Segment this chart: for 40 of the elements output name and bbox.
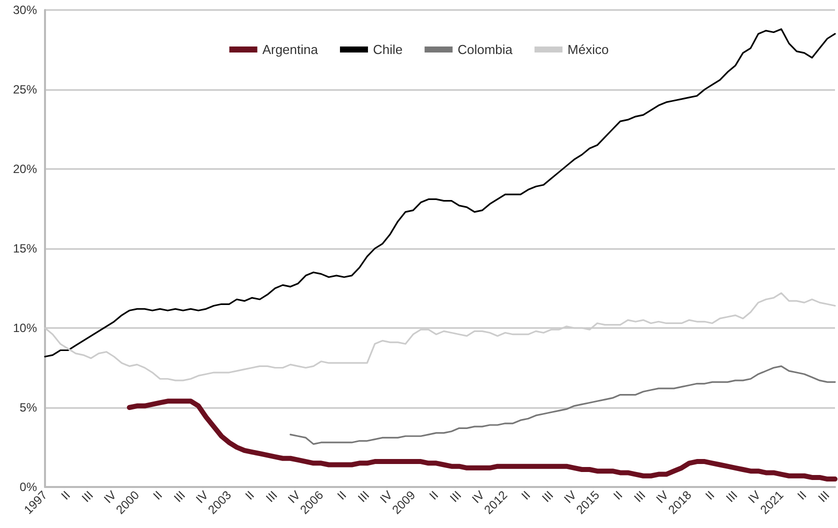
x-tick-label: III — [539, 488, 556, 506]
x-tick-label: II — [242, 488, 258, 503]
x-tick-label: IV — [193, 488, 212, 506]
line-series — [44, 292, 836, 382]
y-tick-label: 30% — [12, 3, 38, 17]
x-tick-label: II — [58, 488, 73, 503]
x-tick-label: III — [631, 488, 648, 506]
line-series — [290, 365, 836, 445]
x-tick-label: IV — [561, 488, 580, 506]
line-series — [44, 28, 836, 358]
y-tick-label: 5% — [20, 400, 38, 414]
y-tick-label: 25% — [12, 82, 38, 96]
x-tick-label: IV — [101, 488, 119, 506]
x-tick-label: III — [171, 488, 188, 506]
x-tick-label: II — [610, 488, 626, 503]
x-tick-label: II — [794, 488, 810, 503]
x-tick-label: II — [334, 488, 350, 503]
legend-label: México — [568, 42, 609, 57]
x-tick-label: III — [355, 488, 372, 506]
x-tick-label: III — [723, 488, 740, 506]
x-tick-label: III — [263, 488, 280, 506]
y-tick-label: 20% — [12, 162, 38, 176]
legend-label: Chile — [372, 42, 403, 57]
x-tick-label: II — [518, 488, 534, 503]
legend-label: Argentina — [262, 42, 319, 57]
x-tick-label: II — [702, 488, 718, 503]
x-tick-label: IV — [745, 488, 764, 506]
y-tick-label: 10% — [12, 321, 38, 335]
y-tick-label: 0% — [20, 480, 38, 494]
x-tick-label: II — [426, 488, 442, 503]
x-tick-label: IV — [653, 488, 672, 506]
x-tick-label: III — [815, 488, 832, 506]
x-tick-label: IV — [285, 488, 304, 506]
x-tick-label: III — [447, 488, 464, 506]
x-tick-label: III — [79, 488, 96, 506]
y-tick-label: 15% — [12, 242, 38, 256]
x-tick-label: II — [150, 488, 165, 503]
x-tick-label: IV — [377, 488, 396, 506]
x-tick-label: IV — [469, 488, 488, 506]
legend-label: Colombia — [458, 42, 514, 57]
